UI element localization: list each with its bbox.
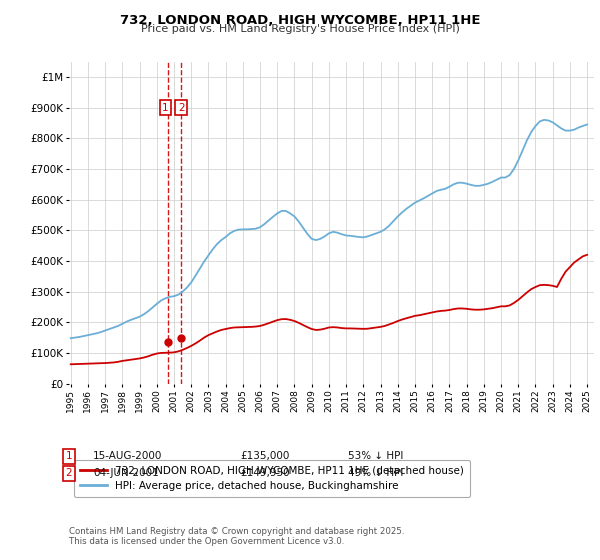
Legend: 732, LONDON ROAD, HIGH WYCOMBE, HP11 1HE (detached house), HPI: Average price, d: 732, LONDON ROAD, HIGH WYCOMBE, HP11 1HE…: [74, 460, 470, 497]
Text: Price paid vs. HM Land Registry's House Price Index (HPI): Price paid vs. HM Land Registry's House …: [140, 24, 460, 34]
Text: 53% ↓ HPI: 53% ↓ HPI: [348, 451, 403, 461]
Text: 49% ↓ HPI: 49% ↓ HPI: [348, 468, 403, 478]
Text: 2: 2: [178, 102, 184, 113]
Text: 15-AUG-2000: 15-AUG-2000: [93, 451, 163, 461]
Text: £135,000: £135,000: [240, 451, 289, 461]
Text: 732, LONDON ROAD, HIGH WYCOMBE, HP11 1HE: 732, LONDON ROAD, HIGH WYCOMBE, HP11 1HE: [120, 14, 480, 27]
Text: 1: 1: [65, 451, 73, 461]
Text: £149,950: £149,950: [240, 468, 290, 478]
Text: 1: 1: [162, 102, 169, 113]
Text: 04-JUN-2001: 04-JUN-2001: [93, 468, 159, 478]
Text: Contains HM Land Registry data © Crown copyright and database right 2025.
This d: Contains HM Land Registry data © Crown c…: [69, 526, 404, 546]
Text: 2: 2: [65, 468, 73, 478]
